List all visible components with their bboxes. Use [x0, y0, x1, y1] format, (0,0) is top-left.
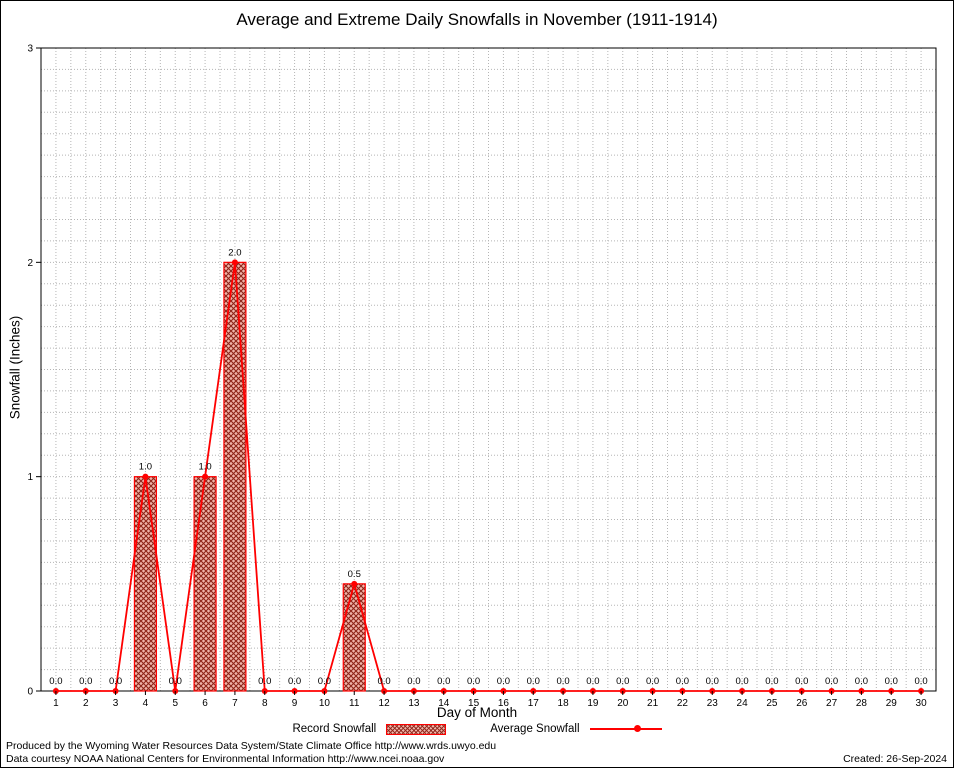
average-snowfall-line [55, 262, 922, 692]
point-value-label: 0.0 [914, 676, 927, 687]
x-tick-label: 28 [856, 698, 868, 709]
x-tick-label: 15 [468, 698, 480, 709]
record-snowfall-bar [342, 583, 366, 692]
point-value-label: 0.0 [527, 676, 540, 687]
x-tick-label: 26 [796, 698, 808, 709]
x-tick-label: 29 [886, 698, 898, 709]
x-axis-ticks: 1 2 3 4 5 6 7 8 9 10 11 12 13 14 15 16 17 18 19 20 21 22 23 24 2… [53, 691, 927, 709]
point-value-label: 0.0 [676, 676, 689, 687]
x-tick-label: 27 [826, 698, 838, 709]
point-value-label: 0.0 [467, 676, 480, 687]
x-tick-label: 12 [379, 698, 391, 709]
record-snowfall-swatch-icon [386, 723, 447, 735]
point-value-label: 1.0 [139, 462, 152, 473]
record-snowfall-bar [133, 476, 158, 692]
point-value-label: 0.0 [437, 676, 450, 687]
point-value-labels: 0.0 0.0 0.0 1.0 0.0 1.0 2.0 0.0 0.0 0.0 0.5 0.0 0.0 0… [49, 247, 927, 687]
point-value-label: 0.0 [646, 676, 659, 687]
x-tick-label: 18 [558, 698, 570, 709]
point-value-label: 0.0 [556, 676, 569, 687]
point-value-label: 2.0 [228, 247, 241, 258]
point-value-label: 0.0 [407, 676, 420, 687]
x-tick-label: 25 [766, 698, 778, 709]
point-value-label: 0.0 [318, 676, 331, 687]
x-tick-label: 17 [528, 698, 540, 709]
point-value-label: 1.0 [198, 462, 211, 473]
point-value-label: 0.0 [855, 676, 868, 687]
point-value-label: 0.0 [49, 676, 62, 687]
gridlines [41, 48, 936, 691]
footer: Produced by the Wyoming Water Resources … [6, 740, 947, 766]
x-tick-label: 11 [349, 698, 360, 709]
point-value-label: 0.0 [765, 676, 778, 687]
point-value-label: 0.0 [825, 676, 838, 687]
x-tick-label: 21 [647, 698, 659, 709]
x-tick-label: 3 [113, 698, 119, 709]
point-value-label: 0.0 [586, 676, 599, 687]
record-snowfall-bar [193, 476, 217, 692]
point-value-label: 0.0 [79, 676, 92, 687]
x-tick-label: 8 [262, 698, 268, 709]
point-value-label: 0.0 [795, 676, 808, 687]
point-value-label: 0.0 [735, 676, 748, 687]
data-point-marker [231, 259, 238, 266]
x-tick-label: 4 [143, 698, 149, 709]
x-tick-label: 2 [83, 698, 89, 709]
point-value-label: 0.0 [288, 676, 301, 687]
x-tick-label: 10 [319, 698, 331, 709]
point-value-label: 0.0 [377, 676, 390, 687]
y-tick-label: 1 [27, 472, 33, 483]
point-value-label: 0.0 [885, 676, 898, 687]
y-tick-label: 3 [27, 44, 33, 55]
x-tick-label: 22 [677, 698, 689, 709]
x-tick-label: 5 [172, 698, 178, 709]
point-value-label: 0.0 [616, 676, 629, 687]
created-date: Created: 26-Sep-2024 [843, 753, 947, 765]
legend-record-label: Record Snowfall [292, 723, 377, 735]
average-snowfall-marker-icon [634, 725, 642, 732]
x-tick-label: 20 [617, 698, 629, 709]
data-point-marker [202, 473, 209, 480]
x-tick-label: 16 [498, 698, 510, 709]
average-snowfall-markers [52, 259, 925, 694]
footer-data-courtesy: Data courtesy NOAA National Centers for … [6, 753, 445, 765]
footer-produced-by: Produced by the Wyoming Water Resources … [6, 740, 497, 752]
x-tick-label: 6 [202, 698, 208, 709]
x-tick-label: 23 [707, 698, 719, 709]
data-point-marker [142, 473, 149, 480]
point-value-label: 0.0 [706, 676, 719, 687]
legend-average-label: Average Snowfall [490, 723, 580, 735]
point-value-label: 0.5 [348, 569, 361, 580]
data-point-marker [351, 580, 358, 587]
x-tick-label: 7 [232, 698, 238, 709]
chart-title: Average and Extreme Daily Snowfalls in N… [236, 10, 718, 29]
y-tick-label: 2 [27, 258, 33, 269]
point-value-label: 0.0 [109, 676, 122, 687]
x-tick-label: 14 [438, 698, 450, 709]
x-tick-label: 13 [408, 698, 420, 709]
point-value-label: 0.0 [258, 676, 271, 687]
x-tick-label: 24 [737, 698, 749, 709]
average-snowfall-line-icon [589, 725, 662, 732]
x-tick-label: 1 [53, 698, 59, 709]
record-snowfall-bar [223, 261, 247, 692]
y-tick-label: 0 [27, 687, 33, 698]
legend: Record Snowfall Average Snowfall [1, 723, 953, 735]
point-value-label: 0.0 [497, 676, 510, 687]
point-value-label: 0.0 [169, 676, 182, 687]
x-tick-label: 30 [916, 698, 928, 709]
x-tick-label: 9 [292, 698, 298, 709]
y-axis-ticks: 0 1 2 3 [27, 44, 41, 698]
x-axis-label: Day of Month [436, 705, 518, 720]
legend-spacer [456, 729, 480, 730]
x-tick-label: 19 [587, 698, 599, 709]
